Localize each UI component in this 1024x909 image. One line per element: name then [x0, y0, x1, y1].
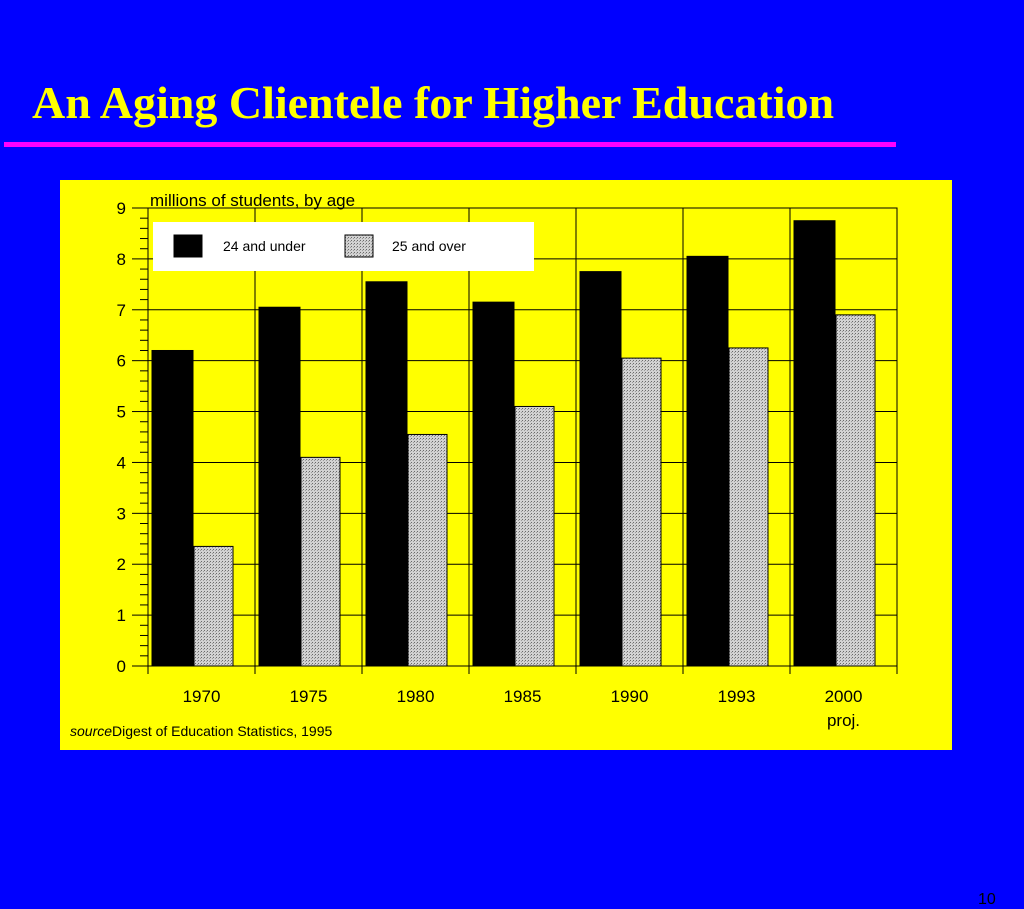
bar-series-under-6: [793, 220, 836, 667]
x-tick-label: 1985: [504, 687, 542, 706]
bar-series-under-4: [579, 271, 622, 667]
bars: [151, 220, 876, 667]
y-tick-label: 0: [117, 657, 126, 676]
x-tick-label: 1970: [183, 687, 221, 706]
bar-series-under-1: [258, 306, 301, 667]
source-text: Digest of Education Statistics, 1995: [112, 723, 332, 739]
y-tick-label: 3: [117, 504, 126, 523]
bar-chart: 24 and under 25 and over 0 1 2 3 4 5 6 7 8 9 1970 19…: [70, 191, 898, 739]
legend-label-under: 24 and under: [223, 238, 306, 254]
legend-swatch-under: [173, 234, 203, 258]
y-tick-label: 2: [117, 555, 126, 574]
chart-labels: 0 1 2 3 4 5 6 7 8 9 1970 1975 1980 1985 1990 1993 2000 pr…: [70, 191, 862, 739]
chart-panel: 24 and under 25 and over 0 1 2 3 4 5 6 7 8 9 1970 19…: [60, 180, 996, 908]
bar-series-over-1: [300, 456, 341, 667]
chart-units-title: millions of students, by age: [150, 191, 355, 210]
bar-series-over-2: [407, 433, 448, 667]
bar-series-under-2: [365, 281, 408, 667]
bar-series-under-3: [472, 301, 515, 667]
y-tick-label: 9: [117, 199, 126, 218]
x-tick-label: proj.: [827, 711, 860, 730]
bar-series-under-5: [686, 255, 729, 667]
bar-series-over-5: [728, 347, 769, 667]
legend-box: [153, 222, 534, 271]
legend-swatch-over: [344, 234, 374, 258]
legend: 24 and under 25 and over: [153, 222, 534, 271]
y-tick-label: 5: [117, 403, 126, 422]
x-tick-label: 1990: [611, 687, 649, 706]
bar-series-over-4: [621, 357, 662, 667]
slide-title: An Aging Clientele for Higher Education: [32, 77, 835, 128]
slide-number: 10: [978, 891, 996, 908]
y-tick-label: 4: [117, 453, 126, 472]
y-tick-label: 7: [117, 301, 126, 320]
y-tick-label: 8: [117, 250, 126, 269]
source-note: sourceDigest of Education Statistics, 19…: [70, 723, 332, 739]
bar-series-over-6: [835, 314, 876, 667]
bar-series-over-3: [514, 405, 555, 667]
y-tick-label: 1: [117, 606, 126, 625]
title-underline: [4, 142, 896, 147]
y-tick-label: 6: [117, 352, 126, 371]
source-label: source: [70, 723, 112, 739]
legend-label-over: 25 and over: [392, 238, 466, 254]
x-tick-label: 1975: [290, 687, 328, 706]
x-tick-label: 1993: [718, 687, 756, 706]
x-tick-label: 2000: [825, 687, 863, 706]
x-tick-label: 1980: [397, 687, 435, 706]
bar-series-under-0: [151, 349, 194, 667]
bar-series-over-0: [193, 545, 234, 667]
